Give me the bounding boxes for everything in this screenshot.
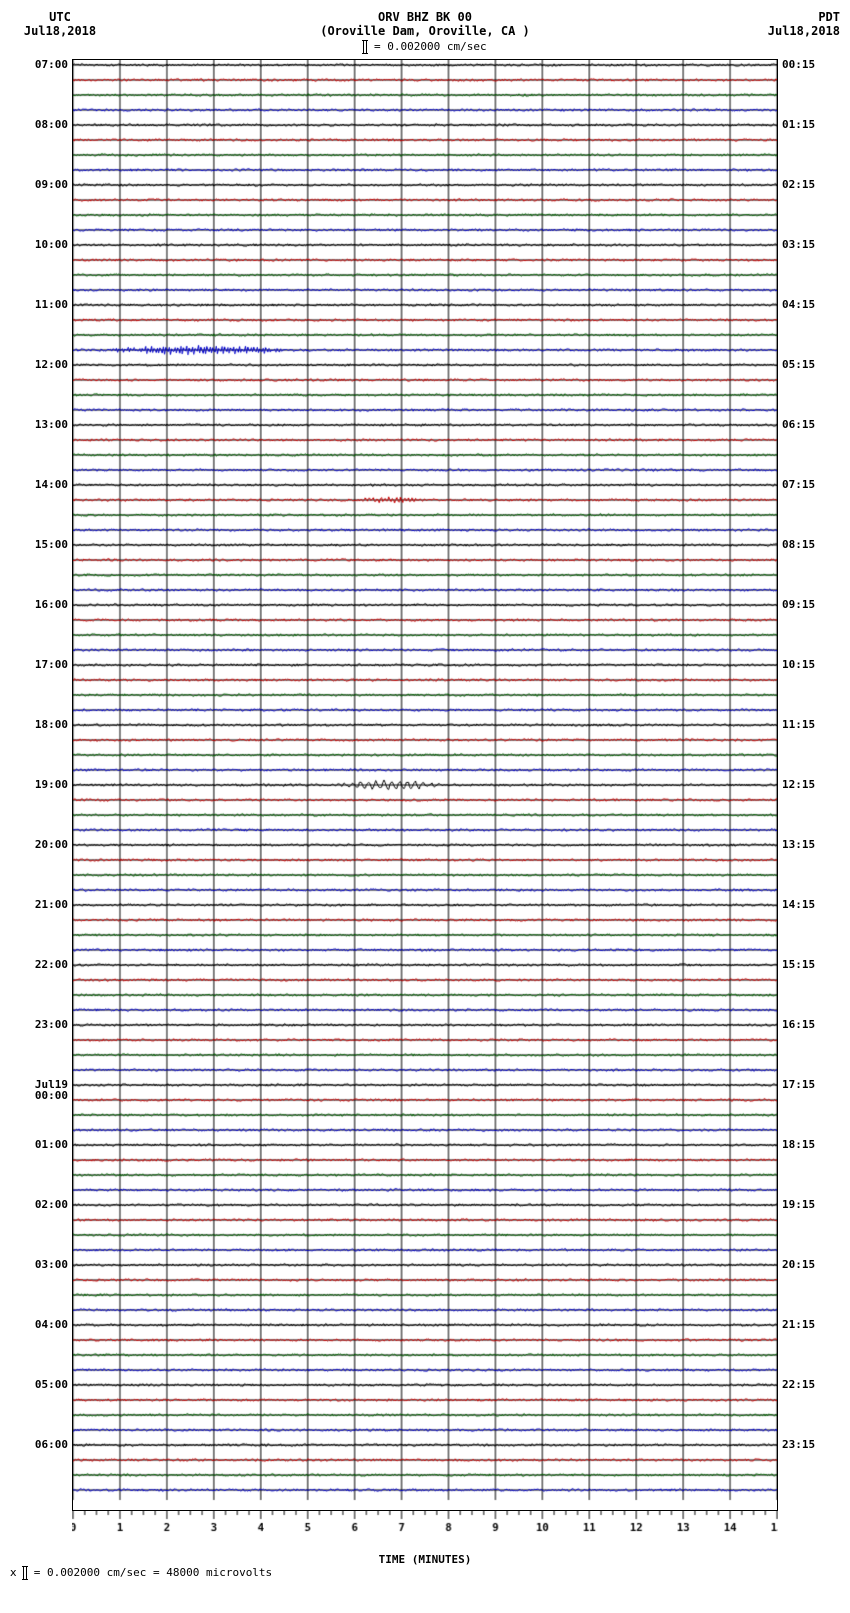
plot-area: [72, 59, 778, 1511]
right-hour-label: 05:15: [782, 359, 840, 419]
left-hour-label: 11:00: [10, 299, 68, 359]
right-hour-label: 22:15: [782, 1379, 840, 1439]
right-hour-label: 12:15: [782, 779, 840, 839]
left-hour-label: 22:00: [10, 959, 68, 1019]
left-hour-label: 15:00: [10, 539, 68, 599]
left-hour-label: 05:00: [10, 1379, 68, 1439]
left-hour-label: 03:00: [10, 1259, 68, 1319]
right-hour-label: 20:15: [782, 1259, 840, 1319]
right-hour-label: 14:15: [782, 899, 840, 959]
left-hour-label: 17:00: [10, 659, 68, 719]
left-hour-label: 20:00: [10, 839, 68, 899]
scale-bar-icon: [363, 40, 367, 54]
left-hour-label: Jul19 00:00: [10, 1079, 68, 1139]
left-hour-label: 18:00: [10, 719, 68, 779]
right-hour-label: 23:15: [782, 1439, 840, 1499]
x-axis-canvas: [72, 1511, 778, 1533]
right-hour-label: 21:15: [782, 1319, 840, 1379]
left-hour-label: 09:00: [10, 179, 68, 239]
location-label: (Oroville Dam, Oroville, CA ): [110, 24, 740, 38]
footer-prefix: ⅹ: [10, 1566, 17, 1579]
right-hour-label: 03:15: [782, 239, 840, 299]
left-hour-label: 01:00: [10, 1139, 68, 1199]
footer-scale-bar-icon: [23, 1566, 27, 1580]
right-hour-label: 17:15: [782, 1079, 840, 1139]
right-hour-label: 00:15: [782, 59, 840, 119]
right-hour-label: 07:15: [782, 479, 840, 539]
left-hour-label: 19:00: [10, 779, 68, 839]
right-hour-label: 15:15: [782, 959, 840, 1019]
x-axis-label: TIME (MINUTES): [72, 1553, 778, 1566]
right-hour-label: 01:15: [782, 119, 840, 179]
date-right-label: Jul18,2018: [740, 24, 840, 38]
right-hour-label: 08:15: [782, 539, 840, 599]
right-hour-label: 10:15: [782, 659, 840, 719]
scale-line: = 0.002000 cm/sec: [110, 40, 740, 54]
left-hour-label: 23:00: [10, 1019, 68, 1079]
tz-left-label: UTC: [10, 10, 110, 24]
x-axis: TIME (MINUTES): [72, 1511, 778, 1551]
left-hour-label: 12:00: [10, 359, 68, 419]
right-hour-label: 06:15: [782, 419, 840, 479]
right-hour-label: 16:15: [782, 1019, 840, 1079]
scale-text: = 0.002000 cm/sec: [374, 40, 487, 53]
chart-container: 07:0008:0009:0010:0011:0012:0013:0014:00…: [10, 59, 840, 1511]
right-hour-label: 18:15: [782, 1139, 840, 1199]
footer-note: ⅹ = 0.002000 cm/sec = 48000 microvolts: [10, 1566, 840, 1580]
right-hour-label: 09:15: [782, 599, 840, 659]
tz-right-label: PDT: [740, 10, 840, 24]
right-hour-label: 02:15: [782, 179, 840, 239]
seismogram-canvas: [73, 60, 777, 1510]
right-hour-label: 11:15: [782, 719, 840, 779]
tz-right: PDT Jul18,2018: [740, 10, 840, 38]
left-hour-label: 08:00: [10, 119, 68, 179]
left-hour-label: 06:00: [10, 1439, 68, 1499]
right-hour-labels: 00:1501:1502:1503:1504:1505:1506:1507:15…: [778, 59, 840, 1511]
left-hour-labels: 07:0008:0009:0010:0011:0012:0013:0014:00…: [10, 59, 72, 1511]
tz-left: UTC Jul18,2018: [10, 10, 110, 38]
left-hour-label: 16:00: [10, 599, 68, 659]
date-left-label: Jul18,2018: [10, 24, 110, 38]
left-hour-label: 07:00: [10, 59, 68, 119]
right-hour-label: 04:15: [782, 299, 840, 359]
left-hour-label: 04:00: [10, 1319, 68, 1379]
right-hour-label: 13:15: [782, 839, 840, 899]
left-hour-label: 13:00: [10, 419, 68, 479]
left-hour-label: 02:00: [10, 1199, 68, 1259]
left-hour-label: 21:00: [10, 899, 68, 959]
station-label: ORV BHZ BK 00: [110, 10, 740, 24]
footer-text: = 0.002000 cm/sec = 48000 microvolts: [34, 1566, 272, 1579]
left-hour-label: 10:00: [10, 239, 68, 299]
right-hour-label: 19:15: [782, 1199, 840, 1259]
left-hour-label: 14:00: [10, 479, 68, 539]
chart-header: UTC Jul18,2018 ORV BHZ BK 00 (Oroville D…: [10, 10, 840, 54]
